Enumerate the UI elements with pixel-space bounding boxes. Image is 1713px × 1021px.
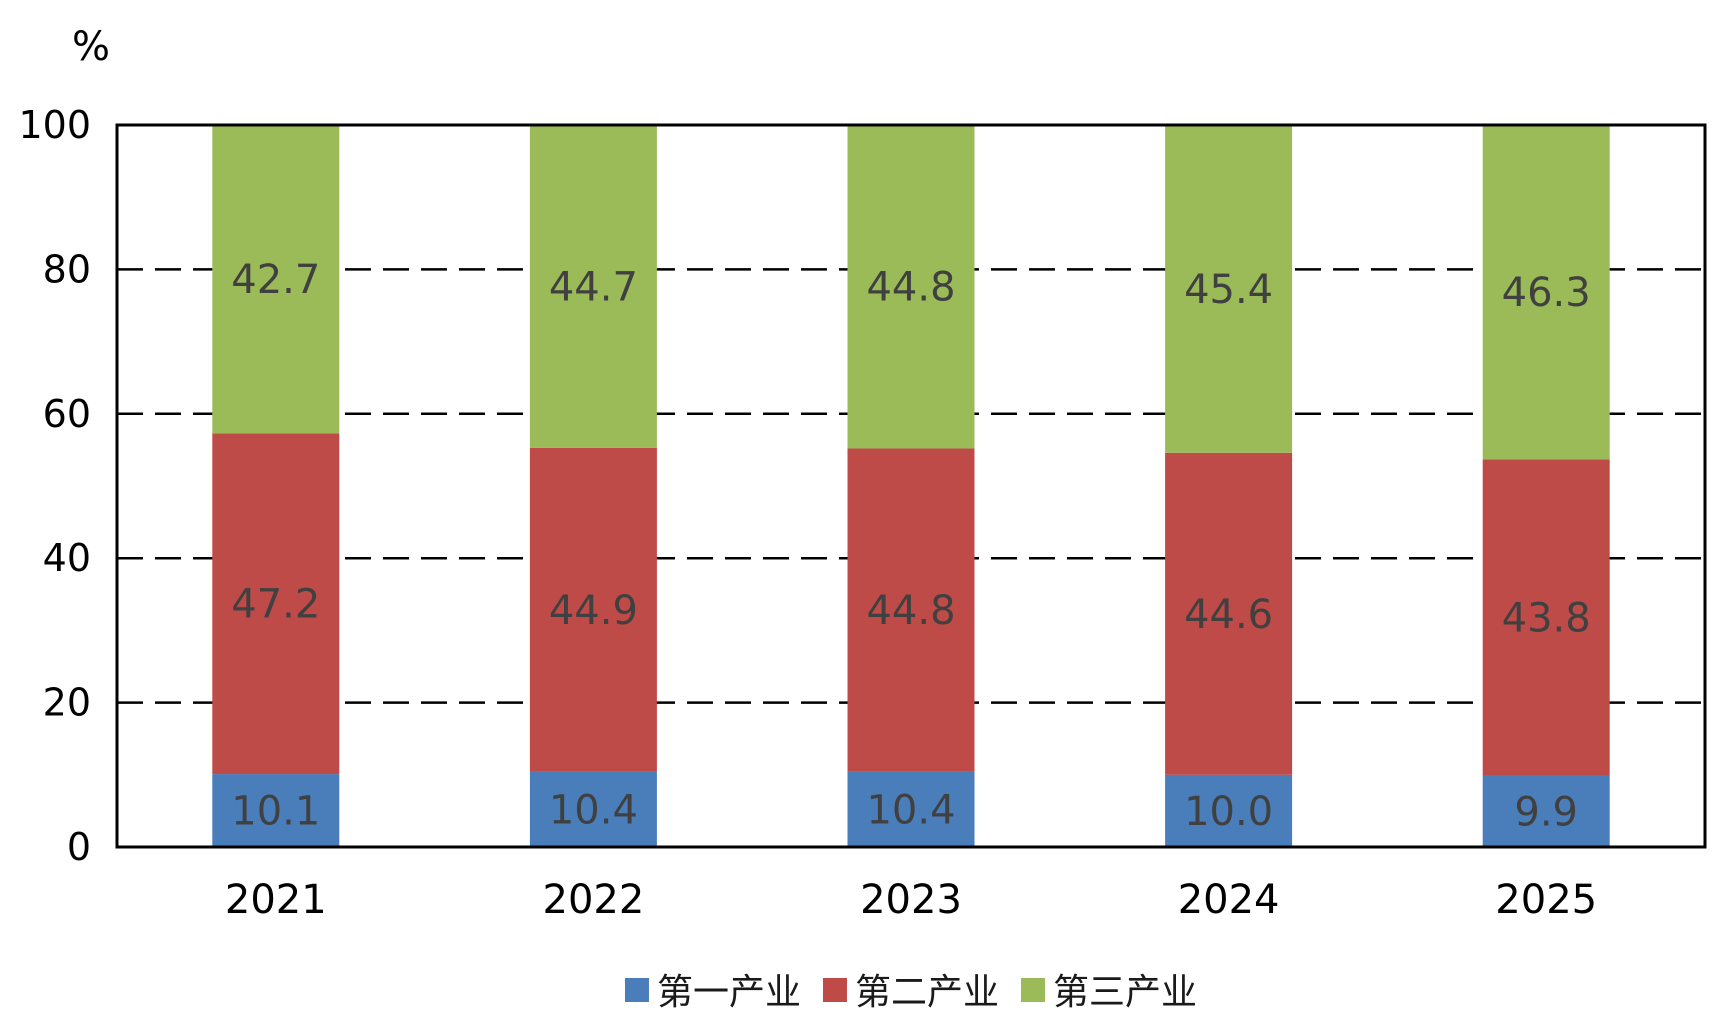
bar-segment <box>847 125 975 449</box>
x-tick-label: 2021 <box>225 877 327 923</box>
bar-segment <box>1482 125 1610 460</box>
legend-label: 第一产业 <box>657 972 801 1013</box>
data-label: 9.9 <box>1514 789 1578 835</box>
y-tick-label: 100 <box>18 103 91 147</box>
plot-frame <box>115 123 1707 849</box>
bar-segment <box>847 448 975 772</box>
data-label: 10.4 <box>549 787 638 833</box>
y-tick-label: 40 <box>43 536 91 580</box>
data-label: 44.9 <box>549 588 638 634</box>
y-tick-label: 20 <box>43 681 91 725</box>
data-label: 43.8 <box>1502 595 1591 641</box>
x-tick-label: 2024 <box>1178 877 1280 923</box>
bar-segment <box>1165 774 1293 847</box>
x-tick-label: 2025 <box>1495 877 1597 923</box>
legend-swatch <box>822 978 847 1002</box>
y-axis-ticks: 0 20 40 60 80 100 <box>18 103 91 869</box>
bar-segment <box>847 771 975 847</box>
data-label: 10.0 <box>1184 789 1273 835</box>
data-label: 45.4 <box>1184 267 1273 313</box>
bar-segment <box>212 433 340 775</box>
y-unit-label: % <box>72 24 110 70</box>
data-label: 44.6 <box>1184 592 1273 638</box>
data-label: 44.7 <box>549 264 638 310</box>
data-label: 46.3 <box>1502 270 1591 316</box>
data-label: 44.8 <box>866 265 955 311</box>
x-axis-ticks: 2021 2022 2023 2024 2025 <box>225 877 1597 923</box>
legend-label: 第二产业 <box>855 972 999 1013</box>
legend-swatch <box>624 978 649 1002</box>
bar-segment <box>1482 459 1610 776</box>
x-tick-label: 2022 <box>543 877 645 923</box>
y-tick-label: 0 <box>67 825 91 869</box>
data-labels: 10.1 47.2 42.7 10.4 44.9 44.7 10.4 44.8 44.8 10.0… <box>231 257 1590 835</box>
data-label: 10.1 <box>231 789 320 835</box>
bar-segment <box>529 125 657 448</box>
bars <box>212 125 1610 847</box>
bar-segment <box>529 771 657 847</box>
y-tick-label: 80 <box>43 247 91 291</box>
y-tick-label: 60 <box>43 392 91 436</box>
data-label: 44.8 <box>866 588 955 634</box>
bar-segment <box>1165 125 1293 453</box>
bar-segment <box>1165 452 1293 775</box>
legend: 第一产业 第二产业 第三产业 <box>624 972 1197 1013</box>
bar-segment <box>212 125 340 434</box>
bar-segment <box>1482 775 1610 847</box>
bar-segment <box>212 774 340 847</box>
legend-swatch <box>1021 978 1046 1002</box>
data-label: 47.2 <box>231 582 320 628</box>
data-label: 10.4 <box>866 787 955 833</box>
legend-label: 第三产业 <box>1053 972 1197 1013</box>
bar-segment <box>529 447 657 772</box>
data-label: 42.7 <box>231 257 320 303</box>
x-tick-label: 2023 <box>860 877 962 923</box>
